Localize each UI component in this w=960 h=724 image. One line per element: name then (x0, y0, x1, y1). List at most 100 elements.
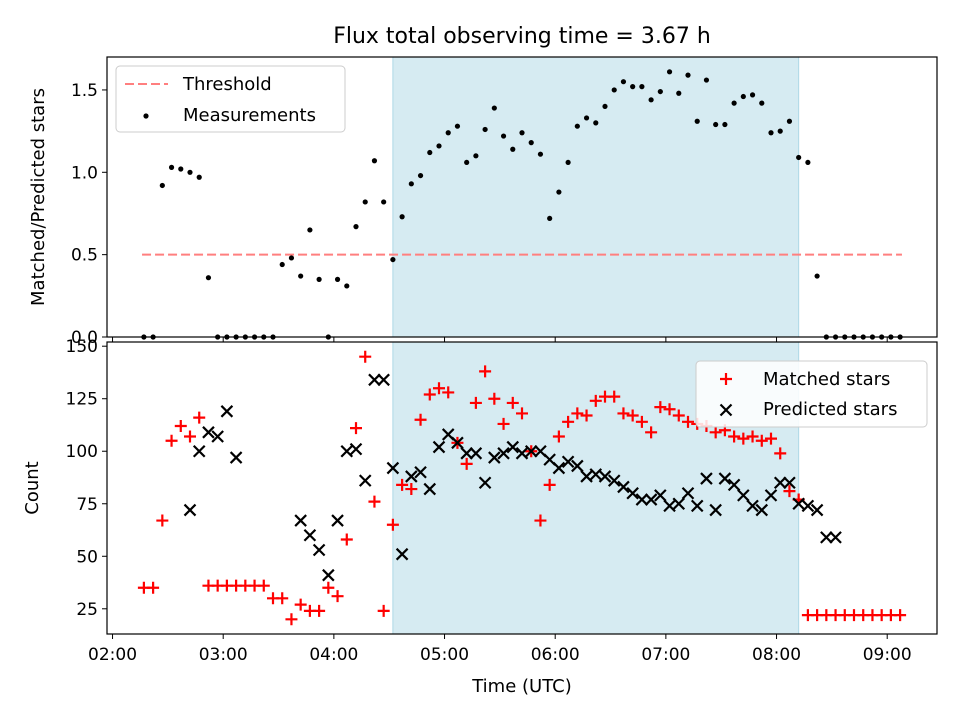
measurement-point (464, 159, 470, 166)
matched-star-point (156, 514, 169, 527)
matched-star-point (331, 590, 344, 603)
measurement-point (279, 261, 285, 268)
matched-star-point (672, 409, 685, 422)
measurement-point (298, 273, 304, 279)
matched-star-point (174, 420, 187, 433)
matched-star-point (460, 457, 473, 470)
matched-star-point (746, 430, 759, 443)
measurement-point (777, 128, 783, 134)
series-measurements (141, 69, 903, 340)
predicted-star-point (727, 478, 741, 492)
matched-star-point (257, 579, 270, 592)
predicted-star-point (395, 547, 409, 561)
matched-star-point (737, 432, 750, 445)
matched-star-point (414, 413, 427, 426)
matched-star-point (645, 426, 658, 439)
measurement-point (334, 276, 341, 282)
matched-star-point (193, 411, 206, 424)
measurement-point (362, 199, 368, 205)
y-tick-label: 25 (76, 600, 98, 620)
measurement-point (786, 118, 793, 124)
legend-matched-swatch (720, 373, 732, 385)
predicted-star-point (598, 470, 612, 483)
axes-frame (106, 56, 938, 338)
legend-box (695, 360, 928, 428)
predicted-star-point (220, 405, 234, 418)
measurement-point (759, 100, 765, 106)
predicted-star-point (451, 436, 464, 450)
matched-star-point (368, 495, 381, 508)
measurement-point (547, 215, 553, 222)
predicted-star-point (340, 444, 354, 458)
measurement-point (805, 159, 811, 166)
measurement-point (288, 255, 295, 261)
matched-star-point (506, 396, 519, 409)
predicted-star-point (571, 459, 584, 473)
predicted-star-point (515, 447, 529, 460)
matched-star-point (543, 478, 556, 491)
matched-star-point (617, 407, 630, 420)
measurement-point (178, 166, 184, 172)
measurement-point (316, 276, 322, 282)
x-tick-label: 04:00 (309, 645, 358, 665)
y-axis-label: Count (22, 461, 43, 514)
measurement-point (796, 154, 802, 161)
measurement-point (473, 153, 479, 159)
matched-star-point (386, 518, 399, 531)
predicted-star-point (810, 503, 824, 517)
legend: Threshold Measurements (115, 65, 346, 133)
predicted-star-point (183, 503, 197, 517)
measurement-point (381, 199, 387, 205)
measurement-point (731, 100, 737, 106)
predicted-star-point (681, 486, 695, 500)
legend-label-threshold: Threshold (182, 74, 272, 95)
matched-star-point (276, 592, 289, 605)
predicted-star-point (617, 480, 630, 494)
measurement-point (519, 130, 525, 136)
legend-measurements-swatch (143, 113, 149, 119)
legend-label-predicted: Predicted stars (763, 399, 897, 420)
predicted-star-point (303, 528, 317, 542)
matched-star-point (479, 365, 492, 378)
measurement-point (353, 224, 359, 230)
measurement-point (491, 105, 497, 111)
matched-star-point (313, 604, 326, 617)
matched-star-point (589, 394, 602, 407)
legend-box (115, 65, 346, 133)
measurement-point (187, 169, 193, 175)
matched-star-point (396, 478, 409, 491)
y-tick-label: 1.5 (71, 81, 98, 101)
predicted-star-point (414, 465, 427, 479)
predicted-star-point (718, 472, 732, 485)
predicted-star-point (626, 486, 639, 500)
measurement-point (749, 92, 756, 98)
matched-star-point (469, 396, 482, 409)
measurement-point (205, 275, 212, 281)
matched-star-point (433, 382, 445, 395)
predicted-star-point (322, 568, 335, 582)
measurement-point (676, 90, 682, 96)
y-tick-label: 50 (76, 547, 98, 567)
predicted-star-point (607, 474, 621, 487)
measurement-point (713, 121, 719, 128)
matched-star-point (608, 390, 621, 403)
predicted-star-point (801, 499, 815, 513)
predicted-star-point (589, 468, 603, 481)
measurement-point (814, 273, 820, 279)
measurement-point (639, 84, 645, 90)
predicted-star-point (202, 426, 215, 439)
bottom-panel: 25 50 75 100 125 150 02:00 03:00 04:00 05:00 06:00… (22, 337, 938, 697)
predicted-star-point (764, 489, 778, 502)
matched-star-point (488, 392, 501, 405)
matched-star-point (322, 581, 335, 594)
predicted-star-point (700, 472, 713, 485)
predicted-star-point (294, 514, 307, 527)
x-tick-label: 02:00 (88, 645, 137, 665)
x-tick-label: 09:00 (863, 645, 912, 665)
predicted-star-point (506, 440, 520, 454)
predicted-star-point (663, 499, 676, 513)
x-tick-label: 05:00 (420, 645, 469, 665)
matched-star-point (562, 415, 575, 428)
x-tick-label: 08:00 (752, 645, 801, 665)
